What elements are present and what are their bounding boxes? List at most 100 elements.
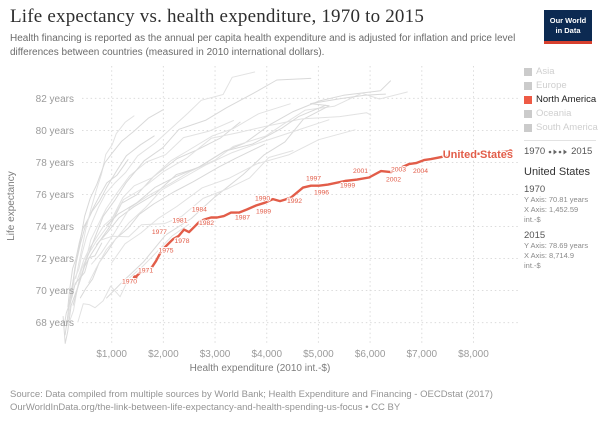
owid-logo-line1: Our World xyxy=(549,16,587,26)
tooltip-year: 1970 xyxy=(524,184,546,195)
x-tick-label: $1,000 xyxy=(96,349,127,360)
legend-item-europe[interactable]: Europe xyxy=(524,80,596,91)
background-country-line xyxy=(77,223,190,323)
tooltip-y-value: Y Axis: 78.69 years xyxy=(524,241,589,251)
united-states-line[interactable] xyxy=(133,150,512,279)
background-country-line xyxy=(91,91,408,265)
background-country-line xyxy=(70,109,164,302)
y-tick-label: 82 years xyxy=(36,94,74,105)
chart-header: Life expectancy vs. health expenditure, … xyxy=(10,6,534,59)
tooltip-unit: int.-$ xyxy=(524,260,541,270)
year-label: 1977 xyxy=(152,229,167,236)
legend-swatch xyxy=(524,123,532,132)
owid-logo[interactable]: Our World in Data xyxy=(544,10,592,44)
legend-item-asia[interactable]: Asia xyxy=(524,66,596,77)
y-tick-label: 72 years xyxy=(36,254,74,265)
year-label: 2002 xyxy=(386,177,401,184)
y-tick-label: 74 years xyxy=(36,222,74,233)
axis-labels-group: 68 years 70 years 72 years 74 years 76 years… xyxy=(6,94,489,374)
tooltip-y-value: Y Axis: 70.81 years xyxy=(524,195,589,204)
legend-divider xyxy=(524,140,596,141)
legend-label: Oceania xyxy=(536,108,572,119)
timeline-start-year: 1970 xyxy=(524,146,546,157)
y-axis-title: Life expectancy xyxy=(6,171,17,241)
legend-swatch xyxy=(524,109,532,118)
tooltip-values: 1970 Y Axis: 70.81 years X Axis: 1,452.59 i… xyxy=(524,184,596,271)
series-name-label[interactable]: United States xyxy=(441,148,514,163)
timeline-arrows-icon xyxy=(548,149,568,154)
legend-item-south-america[interactable]: South America xyxy=(524,122,598,133)
year-label: 1975 xyxy=(158,248,173,255)
background-country-line xyxy=(111,129,356,264)
chart-title: Life expectancy vs. health expenditure, … xyxy=(10,6,425,27)
background-country-line xyxy=(75,103,291,286)
chart-subtitle: Health financing is reported as the annu… xyxy=(10,33,516,58)
year-label: 1984 xyxy=(192,207,207,214)
legend-panel: Asia Europe North America Oceania South Amer… xyxy=(524,66,598,271)
background-country-line xyxy=(88,119,330,284)
year-label: 1996 xyxy=(314,190,329,197)
y-tick-label: 80 years xyxy=(36,126,74,137)
legend-item-oceania[interactable]: Oceania xyxy=(524,108,596,119)
legend-label: South America xyxy=(536,122,598,133)
background-country-line xyxy=(106,104,327,226)
x-tick-label: $5,000 xyxy=(303,349,334,360)
legend-swatch xyxy=(524,67,532,76)
legend-swatch xyxy=(524,95,532,104)
year-label: 1997 xyxy=(306,176,321,183)
x-tick-label: $8,000 xyxy=(458,349,489,360)
owid-logo-line2: in Data xyxy=(555,25,581,35)
tooltip-x-value: X Axis: 8,714.9 xyxy=(524,251,575,260)
background-country-line xyxy=(64,135,155,336)
timeline-legend[interactable]: 1970 2015 xyxy=(524,146,596,157)
legend-item-north-america[interactable]: North America xyxy=(524,94,596,105)
year-label: 1981 xyxy=(172,218,187,225)
year-label: 2001 xyxy=(353,168,368,175)
background-country-line xyxy=(72,77,312,306)
citation-link[interactable]: OurWorldInData.org/the-link-between-life… xyxy=(10,402,401,414)
series-end-point[interactable] xyxy=(508,149,513,154)
background-country-line xyxy=(67,159,129,308)
tooltip-year: 2015 xyxy=(524,230,546,242)
legend-label: North America xyxy=(536,94,597,105)
source-line: Source: Data compiled from multiple sour… xyxy=(10,389,493,400)
year-label: 1989 xyxy=(256,209,271,216)
y-tick-label: 78 years xyxy=(36,158,74,169)
continent-legend: Asia Europe North America Oceania South Amer… xyxy=(524,66,598,133)
background-country-line xyxy=(69,120,234,321)
year-label: 2004 xyxy=(413,168,428,175)
tooltip-x-value: X Axis: 1,452.59 xyxy=(524,204,579,214)
tooltip-unit: int.-$ xyxy=(524,214,541,224)
background-country-line xyxy=(63,242,103,328)
y-tick-label: 70 years xyxy=(36,286,74,297)
year-label: 1982 xyxy=(199,220,214,227)
x-tick-label: $7,000 xyxy=(407,349,438,360)
legend-swatch xyxy=(524,81,532,90)
y-tick-label: 76 years xyxy=(36,190,74,201)
background-countries-group xyxy=(62,71,408,344)
year-label: 2003 xyxy=(391,167,406,174)
x-tick-label: $3,000 xyxy=(200,349,231,360)
background-country-line xyxy=(75,115,135,280)
timeline-end-year: 2015 xyxy=(571,146,593,157)
x-tick-label: $2,000 xyxy=(148,349,179,360)
x-tick-label: $4,000 xyxy=(251,349,282,360)
year-label: 1978 xyxy=(174,238,189,245)
year-label: 1999 xyxy=(340,183,355,190)
background-country-line xyxy=(106,93,386,299)
background-country-line xyxy=(67,71,256,324)
chart-footer: Source: Data compiled from multiple sour… xyxy=(10,388,592,415)
year-label: 1990 xyxy=(255,196,270,203)
year-label: 1992 xyxy=(287,198,302,205)
year-label: 1970 xyxy=(122,279,137,286)
legend-label: Asia xyxy=(536,66,555,77)
tooltip-country-name: United States xyxy=(524,166,591,178)
series-start-point[interactable] xyxy=(132,275,138,280)
y-tick-label: 68 years xyxy=(36,318,74,329)
x-axis-title: Health expenditure (2010 int.-$) xyxy=(190,363,331,374)
year-label: 1987 xyxy=(235,215,250,222)
legend-label: Europe xyxy=(536,80,567,91)
